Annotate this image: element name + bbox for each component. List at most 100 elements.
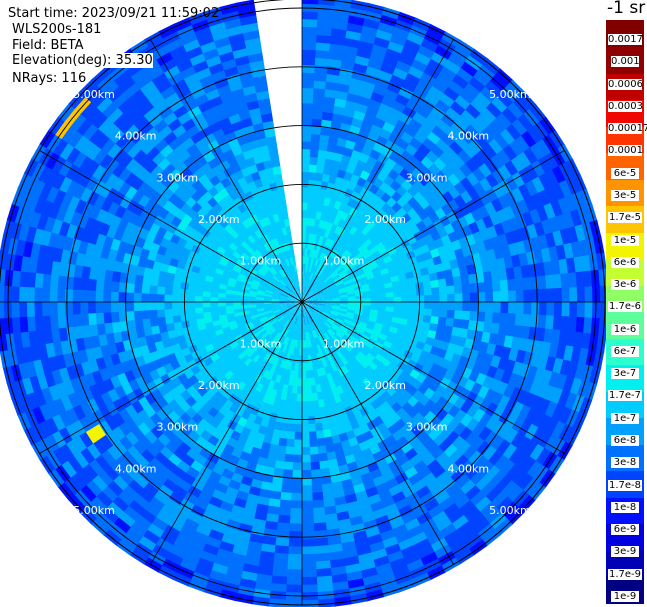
- data-cell: [323, 309, 332, 314]
- data-cell: [359, 318, 369, 325]
- data-cell: [95, 301, 104, 314]
- data-cell: [412, 17, 432, 32]
- data-cell: [308, 171, 317, 181]
- data-cell: [496, 257, 507, 271]
- data-cell: [305, 263, 309, 272]
- data-cell: [307, 291, 315, 298]
- data-cell: [452, 275, 463, 287]
- data-cell: [314, 72, 328, 82]
- data-cell: [427, 58, 446, 74]
- data-cell: [451, 154, 467, 170]
- data-cell: [454, 302, 464, 312]
- data-cell: [179, 294, 188, 302]
- data-cell: [497, 323, 508, 337]
- data-cell: [408, 289, 418, 297]
- data-cell: [339, 271, 349, 279]
- data-cell: [394, 18, 414, 33]
- data-cell: [304, 286, 308, 295]
- data-cell: [309, 304, 318, 308]
- colorbar-tick-label: 0.0001: [608, 145, 643, 157]
- data-cell: [484, 402, 499, 418]
- data-cell: [339, 308, 348, 313]
- data-cell: [300, 569, 317, 578]
- data-cell: [371, 330, 381, 338]
- data-cell: [305, 225, 311, 234]
- data-cell: [466, 264, 477, 276]
- data-cell: [545, 315, 555, 331]
- data-cell: [565, 330, 577, 348]
- data-cell: [468, 138, 484, 155]
- data-cell: [349, 324, 359, 332]
- data-cell: [466, 329, 477, 341]
- data-cell: [508, 302, 517, 315]
- data-cell: [306, 202, 314, 211]
- data-cell: [550, 259, 562, 276]
- data-cell: [406, 319, 416, 328]
- data-cell: [562, 211, 576, 230]
- data-cell: [535, 382, 549, 400]
- data-cell: [478, 398, 492, 414]
- data-cell: [475, 112, 492, 130]
- data-cell: [321, 119, 333, 129]
- data-cell: [593, 236, 605, 256]
- data-cell: [415, 253, 426, 264]
- data-cell: [352, 282, 362, 288]
- data-cell: [309, 453, 320, 463]
- data-cell: [598, 318, 608, 337]
- data-cell: [303, 286, 306, 295]
- data-cell: [340, 154, 352, 165]
- data-cell: [409, 92, 426, 107]
- data-cell: [533, 221, 546, 238]
- data-cell: [346, 254, 356, 263]
- data-cell: [510, 401, 525, 418]
- data-cell: [503, 335, 514, 350]
- data-cell: [386, 196, 398, 209]
- data-cell: [515, 289, 525, 303]
- data-cell: [551, 420, 567, 440]
- data-cell: [314, 257, 320, 267]
- data-cell: [311, 210, 318, 220]
- data-cell: [330, 310, 340, 315]
- data-cell: [456, 67, 475, 84]
- data-cell: [315, 277, 323, 285]
- data-cell: [355, 302, 364, 306]
- data-cell: [491, 168, 507, 185]
- data-cell: [315, 290, 324, 296]
- data-cell: [371, 250, 382, 259]
- data-cell: [406, 277, 416, 286]
- data-cell: [320, 227, 327, 237]
- data-cell: [293, 431, 302, 441]
- data-cell: [301, 492, 313, 502]
- data-cell: [302, 110, 314, 119]
- data-cell: [550, 148, 567, 168]
- data-cell: [545, 169, 560, 188]
- data-cell: [540, 247, 552, 264]
- data-cell: [561, 287, 571, 304]
- data-cell: [517, 404, 532, 422]
- data-cell: [503, 255, 514, 270]
- data-cell: [375, 279, 385, 286]
- data-cell: [464, 254, 475, 267]
- data-cell: [350, 0, 370, 12]
- data-cell: [423, 30, 444, 46]
- data-cell: [302, 102, 314, 112]
- data-cell: [522, 277, 532, 291]
- data-cell: [538, 172, 553, 191]
- data-cell: [393, 296, 402, 303]
- data-cell: [540, 341, 552, 358]
- data-cell: [511, 416, 526, 434]
- range-ring-label: 5.00km: [489, 88, 531, 101]
- data-cell: [404, 124, 419, 138]
- data-cell: [360, 315, 370, 321]
- data-cell: [488, 259, 499, 272]
- data-cell: [354, 292, 364, 297]
- data-cell: [302, 240, 306, 249]
- data-cell: [431, 125, 447, 140]
- data-cell: [324, 245, 332, 255]
- data-cell: [424, 91, 441, 107]
- data-cell: [302, 300, 311, 302]
- data-cell: [290, 485, 302, 494]
- data-cell: [338, 287, 347, 292]
- data-cell: [310, 469, 322, 479]
- data-cell: [287, 538, 302, 548]
